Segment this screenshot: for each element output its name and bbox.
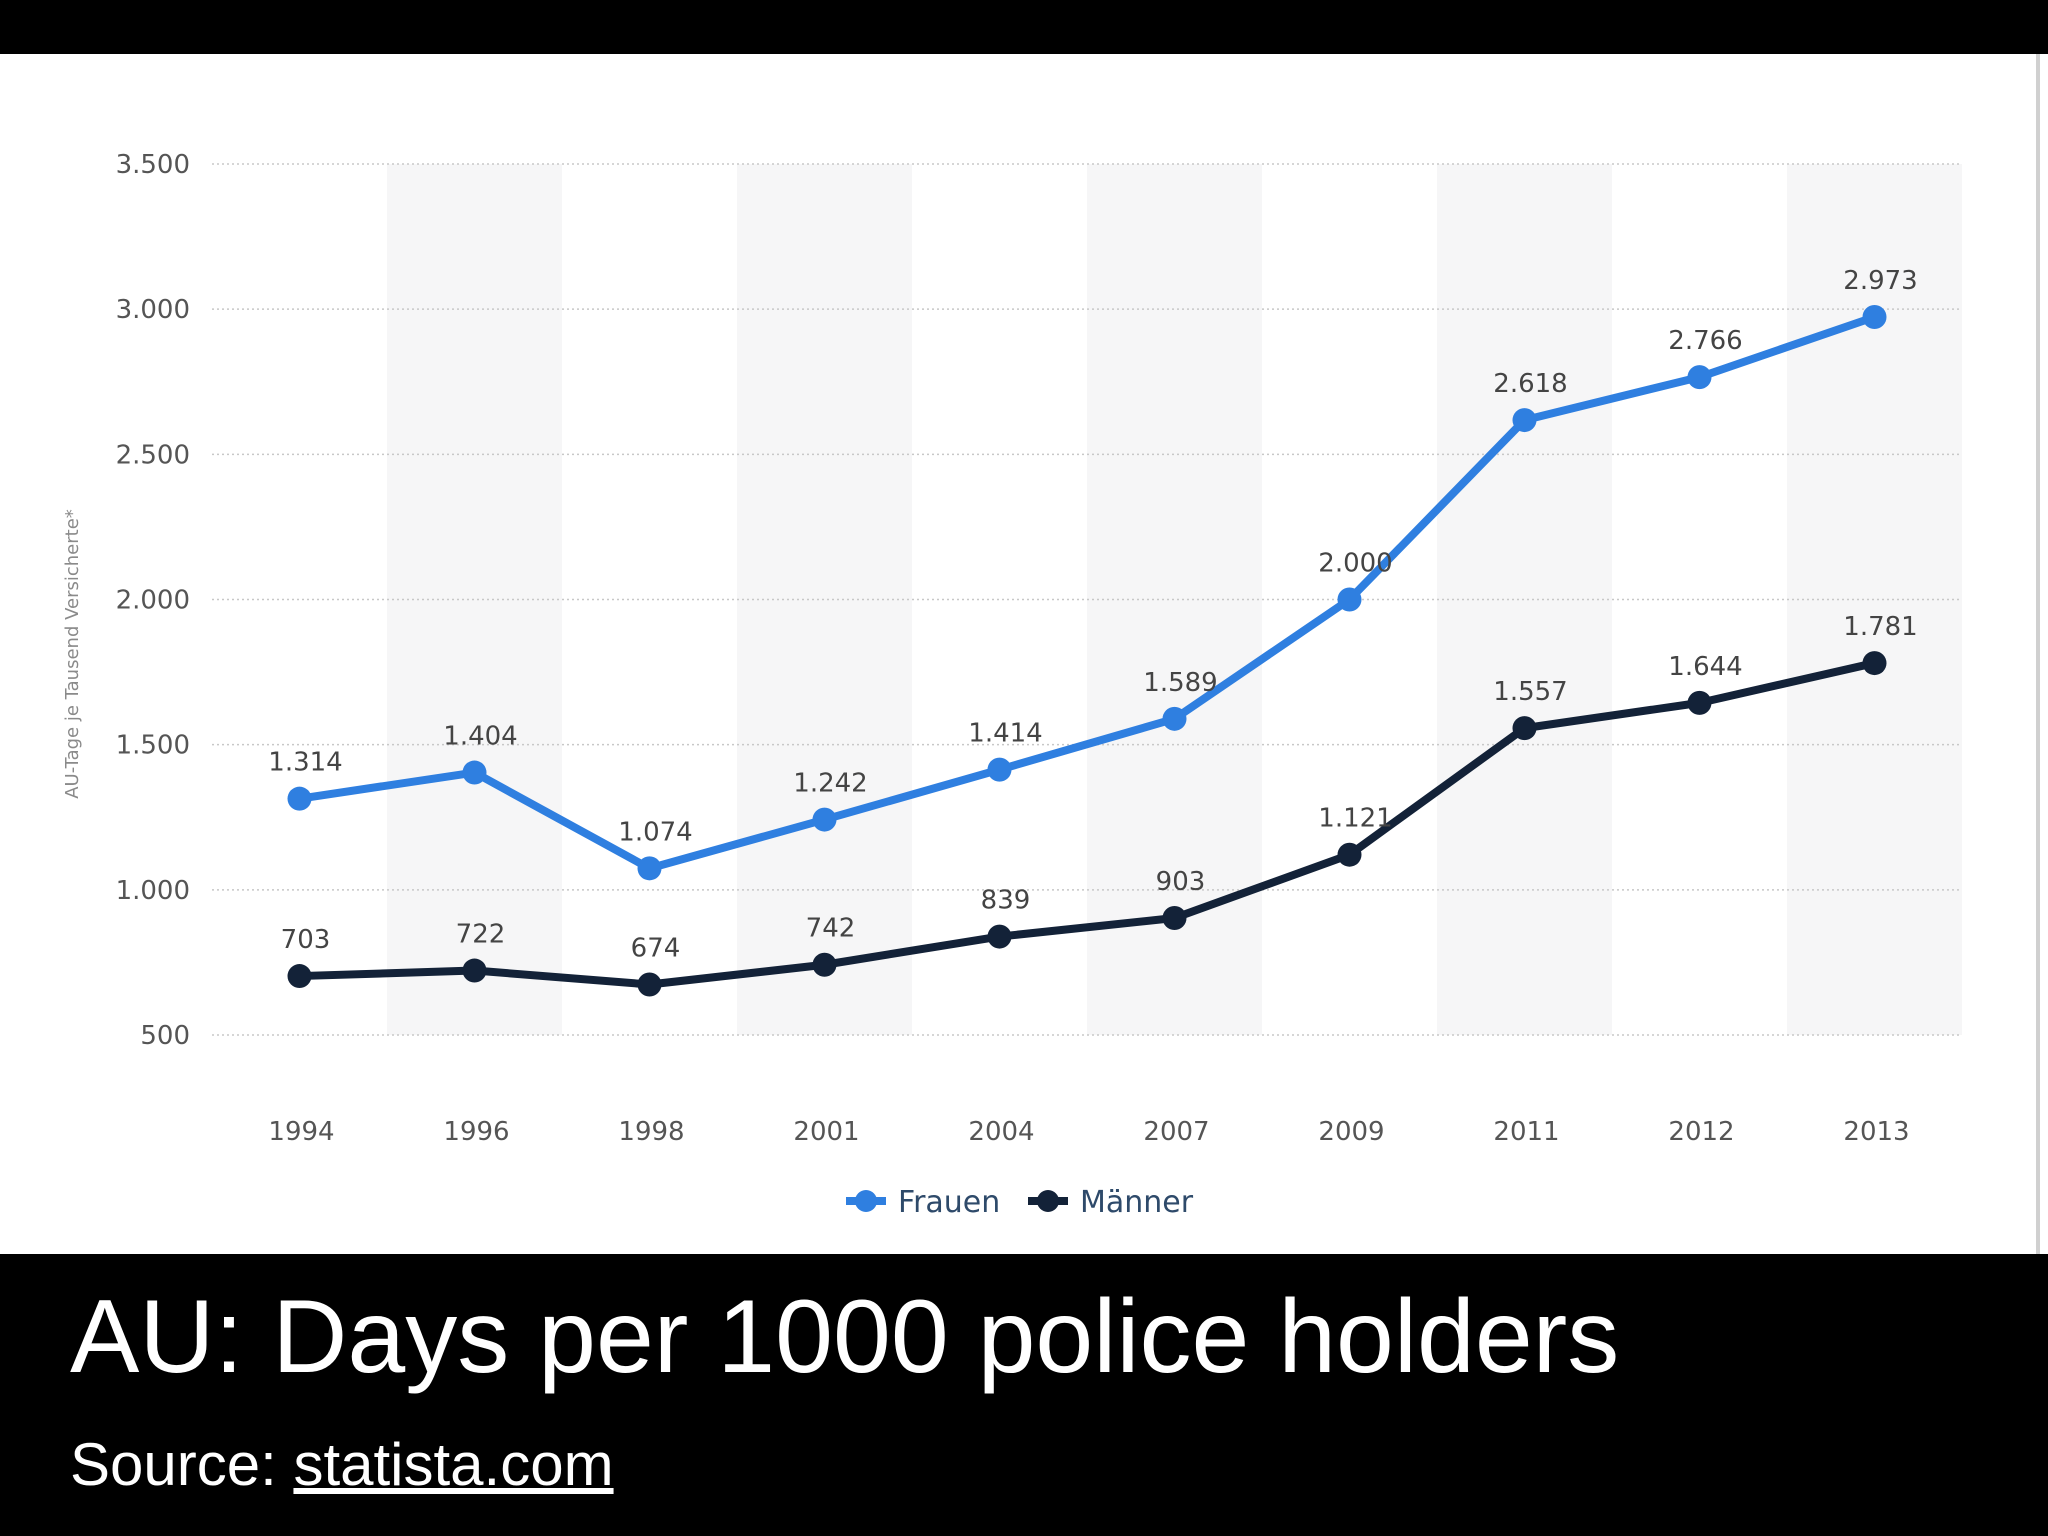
data-point[interactable] [1687,365,1712,390]
x-tick-label: 2001 [793,1117,859,1147]
data-point[interactable] [812,952,837,977]
series-points [287,305,1887,997]
scrollbar-edge [2036,54,2040,1254]
y-axis: 500 1.000 1.500 2.000 2.500 3.000 3.500 [116,150,190,1051]
y-tick-label: 1.000 [116,876,190,906]
y-tick-label: 2.500 [116,440,190,470]
data-label: 1.074 [618,817,692,847]
source-link[interactable]: statista.com [293,1431,614,1498]
legend-item[interactable]: Frauen [846,1185,1000,1220]
data-labels: 1.314 1.404 1.074 1.242 1.414 1.589 2.000 2.618… [268,266,1917,963]
data-label: 903 [1156,867,1206,897]
series-lines [295,313,1879,989]
data-point[interactable] [1337,587,1362,612]
legend: Frauen Männer [846,1185,1194,1220]
data-point[interactable] [812,807,837,832]
legend-marker [1037,1190,1059,1212]
y-axis-title: AU-Tage je Tausend Versicherte* [62,509,83,799]
data-label: 2.973 [1843,266,1917,296]
data-label: 1.414 [968,719,1042,749]
chart-panel: 500 1.000 1.500 2.000 2.500 3.000 3.500 1994 19… [0,54,2028,1254]
x-tick-label: 1998 [618,1117,684,1147]
data-label: 674 [631,933,681,963]
data-point[interactable] [1512,408,1537,433]
series-line-0 [295,313,1879,873]
slide-title: AU: Days per 1000 police holders [70,1279,1620,1395]
x-tick-label: 2013 [1843,1117,1909,1147]
x-tick-label: 2011 [1493,1117,1559,1147]
data-point[interactable] [287,964,312,989]
data-label: 742 [806,914,856,944]
data-label: 1.121 [1318,804,1392,834]
y-tick-label: 3.500 [116,150,190,180]
x-tick-label: 1996 [443,1117,509,1147]
y-tick-label: 500 [140,1021,190,1051]
data-label: 1.644 [1668,652,1742,682]
data-point[interactable] [462,958,487,983]
data-point[interactable] [1862,651,1887,676]
data-label: 1.314 [268,748,342,778]
data-point[interactable] [987,757,1012,782]
data-label: 1.781 [1843,612,1917,642]
source-line: Source: statista.com [70,1432,614,1498]
data-point[interactable] [1337,842,1362,867]
data-label: 1.404 [443,722,517,752]
x-tick-label: 2009 [1318,1117,1384,1147]
data-point[interactable] [1162,905,1187,930]
x-tick-label: 2007 [1143,1117,1209,1147]
x-tick-label: 1994 [268,1117,334,1147]
legend-marker [855,1190,877,1212]
data-point[interactable] [637,972,662,997]
legend-label: Frauen [898,1185,1000,1220]
data-label: 2.766 [1668,326,1742,356]
data-point[interactable] [1687,690,1712,715]
x-tick-label: 2012 [1668,1117,1734,1147]
data-label: 2.618 [1493,369,1567,399]
data-point[interactable] [987,924,1012,949]
source-prefix: Source: [70,1431,294,1498]
data-label: 722 [456,920,506,950]
data-label: 1.557 [1493,677,1567,707]
data-label: 703 [281,925,331,955]
y-tick-label: 1.500 [116,731,190,761]
data-label: 839 [981,886,1031,916]
data-point[interactable] [1162,706,1187,731]
data-point[interactable] [462,760,487,785]
x-tick-label: 2004 [968,1117,1034,1147]
series-line-1 [295,659,1879,989]
y-tick-label: 3.000 [116,295,190,325]
legend-label: Männer [1080,1185,1194,1220]
data-label: 2.000 [1318,549,1392,579]
legend-item[interactable]: Männer [1028,1185,1194,1220]
y-tick-label: 2.000 [116,586,190,616]
data-point[interactable] [637,856,662,881]
data-label: 1.589 [1143,668,1217,698]
data-point[interactable] [287,786,312,811]
x-axis: 1994 1996 1998 2001 2004 2007 2009 2011 2012 2013 [268,1117,1909,1147]
data-label: 1.242 [793,769,867,799]
data-point[interactable] [1862,305,1887,330]
data-point[interactable] [1512,716,1537,741]
